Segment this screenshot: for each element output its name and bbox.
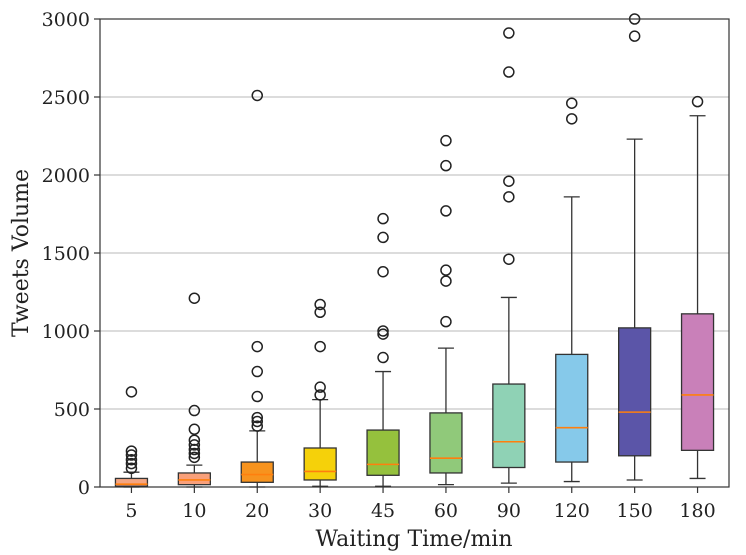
outlier-point bbox=[503, 27, 515, 39]
y-tick-label-3000: 3000 bbox=[42, 9, 90, 31]
box-group-90 bbox=[492, 27, 526, 484]
x-tick-label-5: 5 bbox=[125, 500, 137, 522]
outlier-point bbox=[188, 434, 201, 446]
outlier-point bbox=[691, 95, 704, 108]
box-60 bbox=[429, 412, 463, 474]
y-axis-label: Tweets Volume bbox=[9, 169, 34, 337]
x-tick-label-45: 45 bbox=[371, 500, 395, 522]
y-tick-label-1000: 1000 bbox=[42, 321, 90, 343]
outlier-point bbox=[188, 404, 201, 417]
y-tick-label-500: 500 bbox=[54, 399, 90, 421]
outlier-point bbox=[566, 113, 578, 125]
outlier-point bbox=[188, 439, 201, 451]
outlier-point bbox=[566, 97, 578, 109]
outlier-point bbox=[188, 292, 201, 304]
outlier-point bbox=[503, 253, 515, 265]
outlier-point bbox=[377, 265, 389, 278]
y-tick-label-2000: 2000 bbox=[42, 165, 90, 187]
outlier-point bbox=[251, 390, 263, 403]
y-tick-label-1500: 1500 bbox=[42, 243, 90, 265]
box-group-150 bbox=[618, 13, 652, 481]
outlier-point bbox=[188, 423, 201, 436]
box-10 bbox=[177, 472, 212, 486]
outlier-point bbox=[314, 298, 326, 311]
x-tick-label-180: 180 bbox=[679, 500, 715, 522]
outlier-point bbox=[314, 306, 326, 319]
outlier-point bbox=[377, 325, 389, 337]
box-group-45 bbox=[366, 212, 400, 487]
outlier-point bbox=[251, 420, 263, 432]
box-group-60 bbox=[429, 134, 463, 486]
x-tick-label-30: 30 bbox=[308, 500, 332, 522]
outlier-point bbox=[440, 264, 452, 276]
outlier-point bbox=[314, 381, 326, 393]
outlier-point bbox=[188, 447, 201, 460]
outlier-point bbox=[251, 411, 263, 424]
outlier-point bbox=[440, 134, 452, 147]
box-series bbox=[114, 13, 715, 488]
x-tick-label-10: 10 bbox=[182, 500, 206, 522]
box-150 bbox=[618, 327, 652, 457]
outlier-point bbox=[503, 66, 515, 78]
outlier-point bbox=[125, 386, 138, 398]
outlier-point bbox=[377, 212, 389, 225]
outlier-point bbox=[314, 389, 326, 401]
outlier-point bbox=[503, 175, 515, 187]
outlier-point bbox=[377, 231, 389, 244]
outlier-point bbox=[188, 451, 201, 464]
outlier-point bbox=[125, 462, 138, 475]
outlier-point bbox=[251, 89, 263, 102]
x-tick-label-90: 90 bbox=[497, 500, 521, 522]
box-group-20 bbox=[240, 89, 274, 488]
box-group-120 bbox=[555, 97, 589, 483]
outlier-point bbox=[503, 191, 515, 203]
outlier-point bbox=[125, 453, 138, 466]
outlier-point bbox=[440, 205, 452, 217]
box-group-180 bbox=[680, 95, 715, 480]
box-group-5 bbox=[114, 386, 149, 488]
y-tick-label-2500: 2500 bbox=[42, 87, 90, 109]
outlier-point bbox=[125, 445, 138, 457]
axis-ticks: 0 500 1000 1500 2000 2500 3000 5 10 20 30 45 60 90 120… bbox=[42, 9, 716, 522]
x-tick-label-120: 120 bbox=[554, 500, 590, 522]
y-tick-label-0: 0 bbox=[78, 477, 90, 499]
box-20 bbox=[240, 461, 274, 483]
outlier-point bbox=[251, 340, 263, 353]
outlier-point bbox=[125, 457, 138, 470]
outlier-point bbox=[125, 449, 138, 461]
box-45 bbox=[366, 429, 400, 476]
outlier-point bbox=[251, 415, 263, 428]
x-tick-label-60: 60 bbox=[434, 500, 458, 522]
x-tick-label-150: 150 bbox=[617, 500, 653, 522]
box-30 bbox=[303, 447, 337, 481]
box-180 bbox=[680, 313, 715, 451]
box-group-30 bbox=[303, 298, 337, 487]
outlier-point bbox=[251, 365, 263, 378]
box-group-10 bbox=[177, 292, 212, 488]
x-axis-label: Waiting Time/min bbox=[315, 527, 512, 552]
outlier-point bbox=[377, 351, 389, 364]
box-5 bbox=[114, 477, 149, 487]
outlier-point bbox=[440, 159, 452, 172]
box-90 bbox=[492, 383, 526, 469]
outlier-point bbox=[628, 30, 641, 42]
x-tick-label-20: 20 bbox=[245, 500, 269, 522]
box-120 bbox=[555, 353, 589, 463]
outlier-point bbox=[440, 315, 452, 328]
outlier-point bbox=[377, 328, 389, 340]
outlier-point bbox=[314, 340, 326, 353]
outlier-point bbox=[440, 275, 452, 287]
